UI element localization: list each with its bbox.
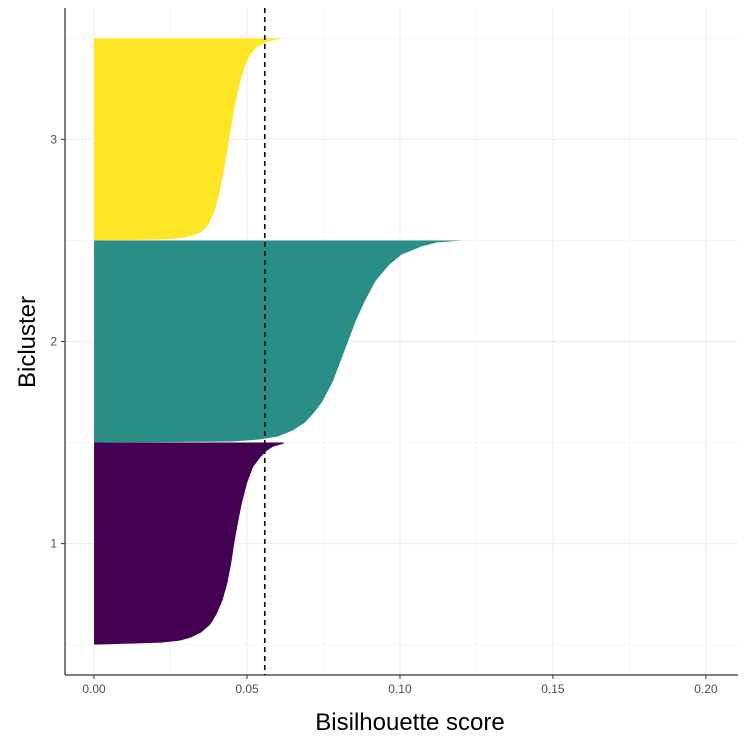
bicluster-1-area bbox=[94, 442, 284, 645]
x-tick-label: 0.10 bbox=[388, 682, 412, 696]
y-tick-label: 1 bbox=[50, 537, 57, 551]
x-tick-label: 0.20 bbox=[694, 682, 718, 696]
x-axis-title: Bisilhouette score bbox=[315, 709, 504, 736]
x-tick-label: 0.15 bbox=[541, 682, 565, 696]
series-layer bbox=[94, 38, 463, 645]
x-tick-label: 0.00 bbox=[82, 682, 106, 696]
axes-layer bbox=[61, 8, 738, 679]
x-tick-label: 0.05 bbox=[235, 682, 259, 696]
y-axis-title: Bicluster bbox=[14, 296, 41, 388]
bicluster-2-area bbox=[94, 240, 463, 443]
y-tick-label: 3 bbox=[50, 132, 57, 146]
y-tick-label: 2 bbox=[50, 335, 57, 349]
bicluster-3-area bbox=[94, 38, 283, 241]
tick-labels-layer: 0.00 0.05 0.10 0.15 0.20 1 2 3 bbox=[50, 132, 718, 696]
